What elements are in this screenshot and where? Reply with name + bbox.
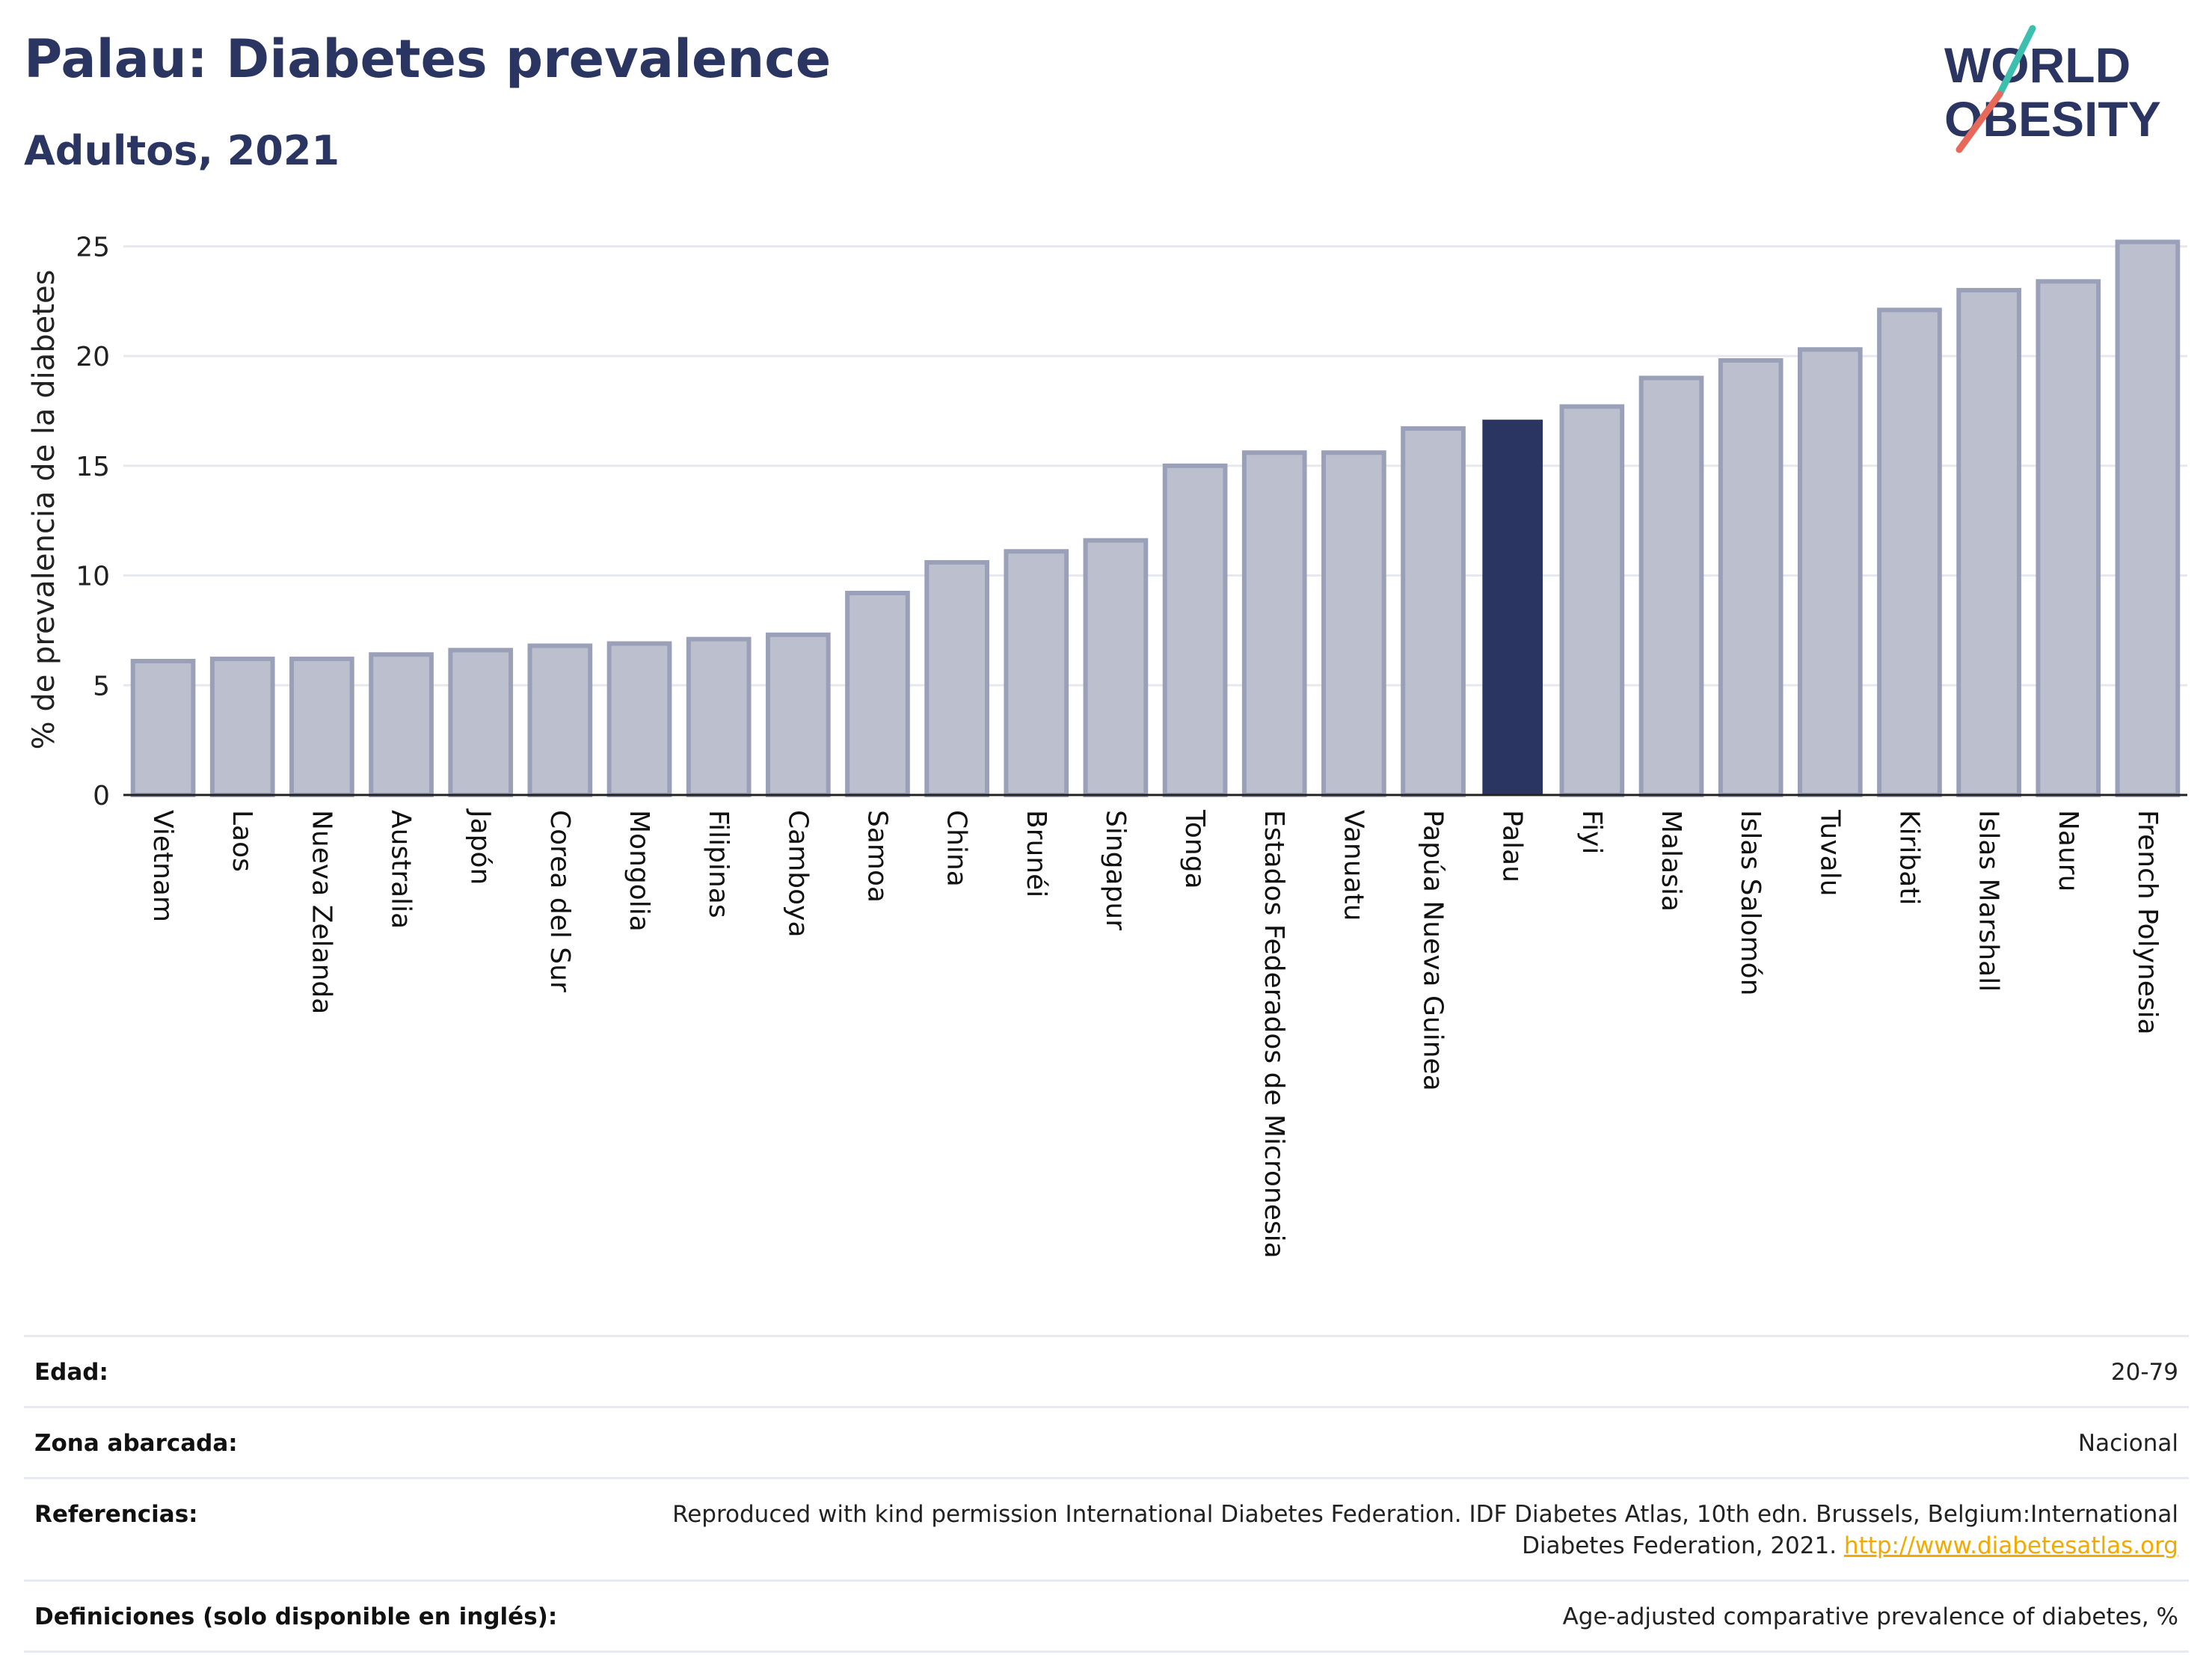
- x-category-label: Japón: [465, 808, 496, 885]
- bar: [1559, 404, 1625, 797]
- x-category-label: Brunéi: [1021, 810, 1051, 897]
- bars: [130, 239, 2181, 798]
- x-category-label: Fiyi: [1576, 810, 1607, 854]
- bar: [1797, 347, 1863, 797]
- x-category-label: Corea del Sur: [544, 810, 575, 992]
- x-category-label: Samoa: [861, 810, 892, 903]
- x-category-label: Camboya: [782, 810, 813, 938]
- y-tick-label: 10: [76, 562, 110, 592]
- x-category-label: Palau: [1497, 810, 1528, 882]
- x-category-label: Malasia: [1656, 810, 1686, 912]
- bar: [1956, 288, 2021, 797]
- y-tick-label: 0: [93, 781, 110, 811]
- metadata-key: Definiciones (solo disponible en inglés)…: [24, 1579, 613, 1653]
- metadata-value: 20-79: [613, 1335, 2189, 1407]
- logo-slash-top: [1996, 25, 2036, 98]
- x-category-label: French Polynesia: [2132, 810, 2163, 1035]
- bar: [527, 643, 593, 798]
- metadata-key: Zona abarcada:: [24, 1406, 613, 1479]
- chart-title: Palau: Diabetes prevalence: [24, 28, 832, 90]
- chart-subtitle: Adultos, 2021: [24, 127, 340, 174]
- bar: [1004, 549, 1069, 797]
- bar: [1638, 375, 1704, 797]
- x-category-label: Nueva Zelanda: [306, 810, 337, 1014]
- x-category-label: Vanuatu: [1338, 810, 1368, 921]
- bar: [1162, 463, 1228, 797]
- metadata-row-age: Edad: 20-79: [24, 1335, 2189, 1407]
- metadata-row-definitions: Definiciones (solo disponible en inglés)…: [24, 1579, 2189, 1653]
- x-category-label: Vietnam: [147, 810, 178, 922]
- x-category-label: Islas Salomón: [1735, 810, 1766, 995]
- logo-slash-bottom: [1956, 90, 2003, 153]
- metadata-key: Edad:: [24, 1335, 613, 1407]
- x-category-label: Papúa Nueva Guinea: [1418, 810, 1448, 1091]
- bar: [209, 657, 275, 797]
- bar: [1321, 450, 1386, 797]
- metadata-value: Reproduced with kind permission Internat…: [613, 1477, 2189, 1581]
- bar: [1718, 357, 1784, 797]
- bar: [924, 559, 989, 798]
- x-category-label: Filipinas: [703, 810, 734, 918]
- x-category-label: Kiribati: [1893, 810, 1924, 905]
- bar-chart: 0 5 10 15 20 25 Vietnam Laos Nueva Zelanda Austr…: [27, 232, 2187, 1259]
- y-axis-title: % de prevalencia de la diabetes: [27, 270, 61, 750]
- bar: [289, 657, 354, 797]
- bar: [448, 648, 514, 797]
- y-tick-label: 5: [93, 671, 110, 701]
- x-category-label: China: [941, 810, 972, 887]
- category-labels: Vietnam Laos Nueva Zelanda Australia Japón Co…: [147, 808, 2163, 1259]
- x-category-label: Islas Marshall: [1973, 810, 2004, 992]
- y-tick-label: 25: [76, 232, 110, 262]
- bar: [845, 591, 910, 797]
- y-axis-ticks: 0 5 10 15 20 25: [76, 232, 110, 811]
- bar: [765, 632, 831, 797]
- bar: [1877, 307, 1942, 797]
- metadata-table: Edad: 20-79 Zona abarcada: Nacional Refe…: [24, 1335, 2189, 1653]
- x-category-label: Tonga: [1179, 809, 1210, 889]
- world-obesity-logo: WORLD OBESITY: [1944, 25, 2161, 153]
- x-category-label: Estados Federados de Micronesia: [1259, 810, 1289, 1259]
- metadata-row-references: Referencias: Reproduced with kind permis…: [24, 1477, 2189, 1581]
- metadata-value: Age-adjusted comparative prevalence of d…: [613, 1579, 2189, 1653]
- bar: [369, 652, 434, 798]
- y-tick-label: 15: [76, 452, 110, 482]
- bar: [130, 658, 196, 797]
- bar: [1241, 450, 1307, 797]
- bar: [686, 636, 752, 798]
- x-category-label: Mongolia: [624, 810, 654, 932]
- bar: [1083, 538, 1149, 797]
- x-category-label: Laos: [227, 810, 257, 872]
- bar: [2036, 279, 2101, 797]
- logo-line1: WORLD: [1944, 37, 2130, 93]
- metadata-row-area: Zona abarcada: Nacional: [24, 1406, 2189, 1479]
- bar: [606, 641, 672, 797]
- bar-highlighted: [1482, 420, 1543, 795]
- bar: [1401, 426, 1466, 798]
- x-category-label: Singapur: [1100, 810, 1131, 930]
- x-category-label: Tuvalu: [1814, 809, 1845, 897]
- x-category-label: Australia: [386, 810, 417, 929]
- bar: [2115, 239, 2181, 797]
- reference-link[interactable]: http://www.diabetesatlas.org: [1843, 1532, 2178, 1559]
- y-tick-label: 20: [76, 342, 110, 372]
- metadata-value: Nacional: [613, 1406, 2189, 1479]
- x-category-label: Nauru: [2053, 810, 2083, 891]
- metadata-key: Referencias:: [24, 1477, 613, 1581]
- reference-text: Reproduced with kind permission Internat…: [672, 1501, 2178, 1559]
